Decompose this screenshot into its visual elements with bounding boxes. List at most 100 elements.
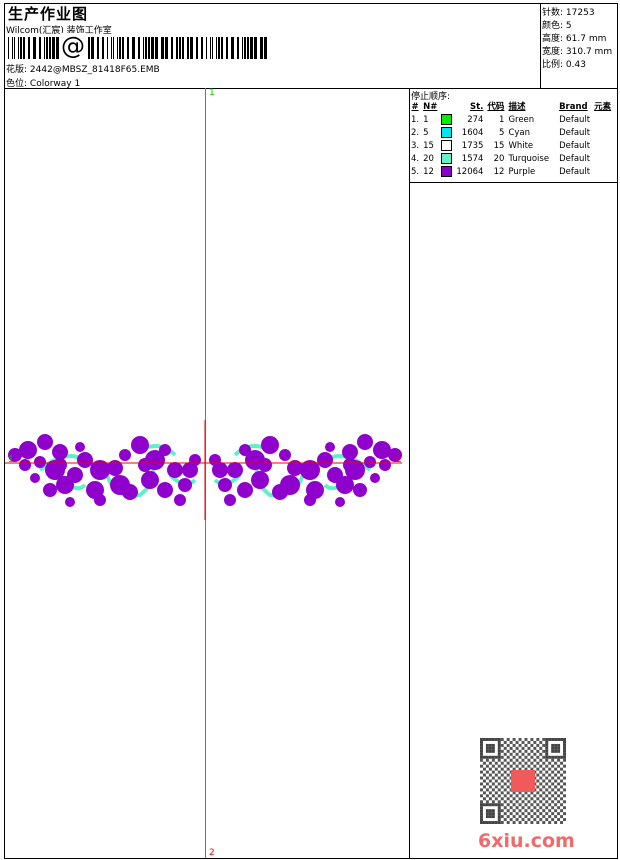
qr-module bbox=[480, 746, 483, 750]
qr-module bbox=[563, 755, 566, 759]
qr-module bbox=[554, 779, 558, 783]
purple-motif bbox=[182, 462, 198, 478]
purple-motif bbox=[43, 483, 57, 497]
qr-module bbox=[480, 818, 483, 822]
needle-number: 20 bbox=[423, 154, 434, 164]
purple-motif bbox=[251, 471, 269, 489]
qr-module bbox=[563, 752, 566, 756]
qr-module bbox=[518, 767, 522, 771]
qr-module bbox=[563, 812, 566, 816]
qr-module bbox=[485, 800, 489, 804]
qr-module bbox=[527, 746, 531, 750]
qr-module bbox=[491, 764, 495, 768]
qr-module bbox=[503, 800, 507, 804]
qr-module bbox=[542, 773, 546, 777]
barcode-bar bbox=[18, 37, 19, 59]
qr-module bbox=[488, 812, 492, 816]
qr-module bbox=[500, 803, 504, 807]
qr-module bbox=[533, 800, 537, 804]
qr-module bbox=[497, 749, 501, 753]
qr-module bbox=[533, 812, 537, 816]
qr-module bbox=[560, 761, 564, 765]
qr-module bbox=[551, 818, 555, 822]
qr-module bbox=[491, 770, 495, 774]
qr-module bbox=[491, 758, 495, 762]
qr-module bbox=[554, 815, 558, 819]
qr-module bbox=[506, 761, 510, 765]
qr-module bbox=[530, 815, 534, 819]
barcode-bar bbox=[145, 37, 147, 59]
design-right-half bbox=[209, 434, 402, 507]
purple-motif bbox=[159, 444, 171, 456]
qr-module bbox=[515, 746, 519, 750]
qr-module bbox=[515, 818, 519, 822]
purple-motif bbox=[239, 444, 251, 456]
qr-module bbox=[554, 821, 558, 824]
qr-module bbox=[551, 755, 555, 759]
purple-motif bbox=[167, 462, 183, 478]
barcode-bar bbox=[242, 37, 243, 59]
row-index: 2. bbox=[411, 128, 420, 138]
qr-module bbox=[563, 794, 566, 798]
qr-module bbox=[488, 761, 492, 765]
barcode bbox=[8, 37, 267, 59]
qr-module bbox=[494, 779, 498, 783]
summary-divider bbox=[540, 3, 541, 88]
barcode-bar bbox=[122, 37, 124, 59]
qr-module bbox=[536, 821, 540, 824]
qr-module bbox=[500, 809, 504, 813]
thread-brand: Default bbox=[559, 115, 591, 125]
barcode-bar bbox=[33, 37, 36, 59]
qr-module bbox=[545, 758, 549, 762]
qr-module bbox=[554, 738, 558, 741]
qr-module bbox=[530, 809, 534, 813]
qr-module bbox=[539, 758, 543, 762]
qr-module bbox=[542, 767, 546, 771]
qr-module bbox=[506, 803, 510, 807]
purple-motif bbox=[388, 448, 402, 462]
table-row: 2. 5 1604 5 Cyan Default bbox=[409, 127, 613, 140]
barcode-bar bbox=[88, 37, 90, 59]
barcode-bar bbox=[221, 37, 223, 59]
qr-module bbox=[524, 738, 528, 741]
qr-module bbox=[557, 758, 561, 762]
qr-module bbox=[554, 773, 558, 777]
qr-module bbox=[503, 770, 507, 774]
qr-module bbox=[485, 803, 489, 807]
qr-module bbox=[521, 740, 525, 744]
qr-module bbox=[536, 791, 540, 795]
qr-module bbox=[509, 794, 513, 798]
qr-module bbox=[494, 761, 498, 765]
qr-module bbox=[488, 755, 492, 759]
qr-module bbox=[536, 738, 540, 741]
qr-module bbox=[530, 738, 534, 741]
qr-module bbox=[542, 821, 546, 824]
color-swatch bbox=[439, 140, 454, 153]
qr-module bbox=[480, 815, 483, 819]
design-value: 2442@MBSZ_81418F65.EMB bbox=[29, 65, 160, 75]
qr-module bbox=[557, 806, 561, 810]
colorway: 色位: Colorway 1 bbox=[6, 76, 80, 89]
qr-module bbox=[515, 740, 519, 744]
qr-module bbox=[545, 743, 549, 747]
qr-module bbox=[491, 821, 495, 824]
purple-motif bbox=[335, 497, 345, 507]
qr-module bbox=[557, 794, 561, 798]
qr-module bbox=[488, 815, 492, 819]
barcode-bar bbox=[12, 37, 13, 59]
qr-module bbox=[500, 743, 504, 747]
qr-module bbox=[497, 776, 501, 780]
qr-module bbox=[515, 812, 519, 816]
barcode-bar bbox=[132, 37, 135, 59]
qr-module bbox=[530, 749, 534, 753]
qr-module bbox=[503, 746, 507, 750]
qr-module bbox=[500, 738, 504, 741]
qr-module bbox=[500, 797, 504, 801]
qr-module bbox=[560, 773, 564, 777]
colorway-label: 色位: bbox=[6, 79, 28, 89]
qr-module bbox=[518, 749, 522, 753]
qr-module bbox=[545, 782, 549, 786]
qr-module bbox=[551, 749, 555, 753]
qr-module bbox=[551, 738, 555, 741]
qr-module bbox=[512, 797, 516, 801]
